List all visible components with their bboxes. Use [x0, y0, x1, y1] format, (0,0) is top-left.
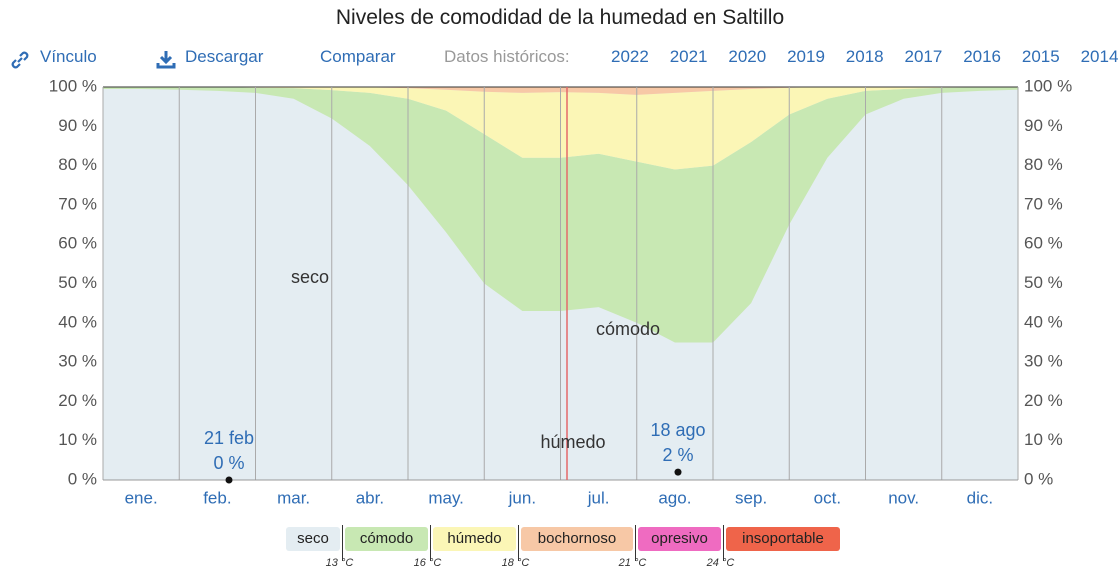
toolbar: Vínculo Descargar Comparar Datos históri… — [10, 47, 1120, 71]
annotation-date: 18 ago — [650, 420, 705, 440]
y-tick-label: 60 % — [58, 234, 97, 253]
x-tick-label: nov. — [888, 488, 919, 507]
y2-tick-label: 10 % — [1024, 430, 1063, 449]
y-tick-label: 80 % — [58, 155, 97, 174]
year-link[interactable]: 2017 — [904, 47, 943, 66]
y-tick-label: 0 % — [68, 469, 97, 488]
x-tick-label: jun. — [508, 488, 536, 507]
legend-swatch — [345, 527, 428, 551]
y-tick-label: 30 % — [58, 352, 97, 371]
threshold-label: 13 °C — [326, 557, 354, 569]
legend-label: bochornoso — [538, 530, 616, 547]
annotation-point — [225, 476, 233, 484]
download-icon[interactable] — [156, 49, 176, 69]
x-tick-label: ago. — [658, 488, 691, 507]
y-tick-label: 90 % — [58, 116, 97, 135]
y2-tick-label: 50 % — [1024, 273, 1063, 292]
y2-tick-label: 100 % — [1024, 76, 1072, 95]
area-label: húmedo — [540, 432, 605, 452]
legend-label: opresivo — [651, 530, 708, 547]
year-link[interactable]: 2015 — [1021, 47, 1060, 66]
x-tick-label: may. — [428, 488, 464, 507]
legend-label: seco — [297, 530, 329, 547]
year-link[interactable]: 2018 — [845, 47, 884, 66]
chart-title: Niveles de comodidad de la humedad en Sa… — [335, 6, 785, 29]
year-link[interactable]: 2021 — [669, 47, 708, 66]
y2-tick-label: 30 % — [1024, 352, 1063, 371]
y-tick-label: 100 % — [49, 76, 97, 95]
link-icon[interactable] — [10, 50, 30, 70]
y-tick-label: 20 % — [58, 391, 97, 410]
threshold-label: 16 °C — [414, 557, 442, 569]
area-label: seco — [291, 267, 329, 287]
x-tick-label: ene. — [125, 488, 158, 507]
threshold-label: 21 °C — [618, 557, 647, 569]
download[interactable]: Descargar — [185, 47, 264, 66]
x-tick-label: dic. — [967, 488, 993, 507]
y-tick-label: 10 % — [58, 430, 97, 449]
link[interactable]: Vínculo — [40, 47, 97, 66]
legend-label: insoportable — [742, 530, 824, 547]
history-label: Datos históricos: — [444, 47, 570, 66]
y2-tick-label: 0 % — [1024, 469, 1053, 488]
year-link[interactable]: 2022 — [611, 47, 649, 66]
y2-tick-label: 60 % — [1024, 234, 1063, 253]
annotation-point — [674, 468, 682, 476]
legend-swatch — [638, 527, 721, 551]
y-tick-label: 40 % — [58, 312, 97, 331]
year-link[interactable]: 2020 — [728, 47, 767, 66]
annotation-value: 0 % — [213, 453, 244, 473]
y2-tick-label: 40 % — [1024, 312, 1063, 331]
x-tick-label: abr. — [356, 488, 384, 507]
compare[interactable]: Comparar — [320, 47, 396, 66]
threshold-label: 24 °C — [706, 557, 735, 569]
y-tick-label: 70 % — [58, 194, 97, 213]
x-tick-label: sep. — [735, 488, 767, 507]
y2-tick-label: 80 % — [1024, 155, 1063, 174]
annotation-date: 21 feb — [204, 428, 254, 448]
year-link[interactable]: 2014 — [1080, 47, 1119, 66]
x-tick-label: oct. — [814, 488, 841, 507]
x-tick-label: mar. — [277, 488, 310, 507]
x-tick-label: jul. — [587, 488, 610, 507]
threshold-label: 18 °C — [502, 557, 530, 569]
y2-tick-label: 20 % — [1024, 391, 1063, 410]
x-tick-label: feb. — [203, 488, 231, 507]
y2-tick-label: 90 % — [1024, 116, 1063, 135]
area-label: cómodo — [596, 319, 660, 339]
y-tick-label: 50 % — [58, 273, 97, 292]
y2-tick-label: 70 % — [1024, 194, 1063, 213]
areas — [102, 86, 1019, 481]
legend-label: húmedo — [447, 530, 501, 547]
annotation-value: 2 % — [662, 445, 693, 465]
legend-label: cómodo — [360, 530, 413, 547]
legend-swatch — [521, 527, 633, 551]
legend-swatch — [433, 527, 516, 551]
year-link[interactable]: 2019 — [787, 47, 825, 66]
legend-swatch — [286, 527, 340, 551]
year-link[interactable]: 2016 — [963, 47, 1002, 66]
legend-swatch — [726, 527, 840, 551]
